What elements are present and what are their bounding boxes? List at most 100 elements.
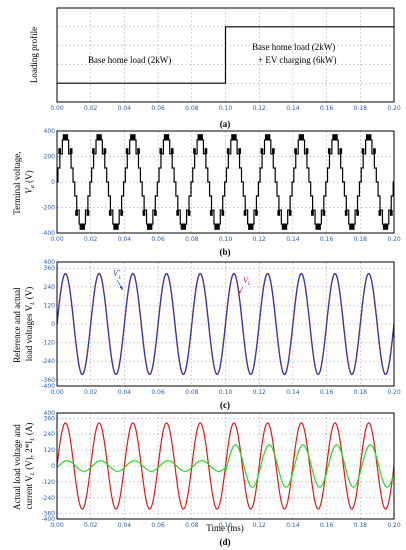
pwm-band [226, 148, 230, 154]
pwm-band [137, 148, 140, 154]
x-axis-label-d: Time (ms) [206, 523, 243, 533]
x-tick-label: 0.00 [50, 105, 64, 112]
pwm-band [108, 210, 112, 216]
panel-label-b: (b) [220, 247, 231, 257]
pwm-band [389, 210, 393, 216]
pwm-band [62, 134, 69, 140]
y-tick-label: -240 [41, 495, 55, 502]
x-tick-label: 0.00 [50, 522, 64, 529]
x-axis-a: 0.00 0.02 0.04 0.06 0.08 0.10 0.12 0.14 0.16 0.18… [50, 105, 401, 112]
pwm-band [92, 148, 95, 154]
pwm-band [159, 148, 163, 154]
pwm-band [187, 210, 191, 216]
x-tick-label: 0.08 [185, 105, 199, 112]
y-axis-label-c-line1: Reference and actual [12, 287, 22, 363]
x-tick-label: 0.06 [151, 105, 165, 112]
x-tick-label: 0.20 [387, 236, 401, 243]
y-tick-label: 360 [44, 415, 56, 422]
y-tick-label: -360 [41, 377, 55, 384]
x-tick-label: 0.12 [253, 389, 267, 396]
y-axis-label-d: Actual load voltage and current VL (V), … [12, 422, 36, 510]
pwm-band [209, 210, 213, 216]
annotation-base-load-ev-1: Base home load (2kW) [252, 42, 335, 52]
pwm-band [204, 148, 208, 154]
series-d [56, 422, 395, 510]
terminal-voltage-line [57, 139, 394, 225]
pwm-band [281, 224, 288, 230]
pwm-band [315, 224, 321, 230]
y-tick-label: 120 [44, 302, 56, 309]
pwm-band [86, 210, 90, 216]
x-tick-label: 0.06 [151, 522, 165, 529]
annotation-base-load-ev-2: + EV charging (6kW) [258, 55, 336, 65]
panel-label-c: (c) [220, 400, 230, 410]
pwm-band [193, 148, 196, 154]
y-tick-label: 360 [44, 265, 56, 272]
x-tick-label: 0.16 [320, 522, 334, 529]
y-tick-label: 200 [44, 154, 56, 161]
panel-b: 0.00 0.02 0.04 0.06 0.08 0.10 0.12 0.14 0.16 0.18… [12, 128, 401, 257]
pwm-band [113, 224, 119, 230]
x-tick-label: 0.00 [50, 236, 64, 243]
pwm-band [243, 210, 247, 216]
pwm-band [382, 224, 389, 230]
annotation-base-load: Base home load (2kW) [88, 55, 171, 65]
x-tick-label: 0.14 [286, 522, 300, 529]
x-tick-label: 0.10 [219, 522, 233, 529]
y-tick-label: 0 [51, 463, 55, 470]
x-tick-label: 0.20 [387, 105, 401, 112]
y-tick-label: -360 [41, 511, 55, 518]
pwm-band [176, 210, 179, 216]
x-tick-label: 0.04 [118, 389, 132, 396]
pwm-band [322, 210, 326, 216]
plot-frame-b [56, 130, 395, 234]
pwm-band [298, 134, 305, 140]
pwm-band [221, 210, 225, 216]
y-tick-label: 0 [51, 179, 55, 186]
x-axis-c: 0.00 0.02 0.04 0.06 0.08 0.10 0.12 0.14 0.16 0.18… [50, 389, 401, 396]
y-tick-label: 400 [44, 128, 56, 135]
x-tick-label: 0.02 [84, 522, 98, 529]
load-voltage-line [56, 422, 395, 510]
load-profile-line [57, 26, 394, 84]
x-tick-label: 0.10 [219, 389, 233, 396]
y-tick-label: -400 [41, 230, 55, 237]
pwm-band [120, 210, 124, 216]
x-tick-label: 0.12 [253, 105, 267, 112]
x-tick-label: 0.18 [354, 522, 368, 529]
x-tick-label: 0.02 [84, 105, 98, 112]
y-tick-label: -120 [41, 479, 55, 486]
x-tick-label: 0.12 [253, 236, 267, 243]
y-axis-label-d-line1: Actual load voltage and [12, 424, 22, 510]
x-tick-label: 0.06 [151, 236, 165, 243]
pwm-band [197, 134, 203, 140]
pwm-band [170, 148, 174, 154]
plot-frame-d [56, 412, 395, 520]
pwm-band [305, 148, 309, 154]
pwm-band [339, 148, 343, 154]
panel-c: 0.00 0.02 0.04 0.06 0.08 0.10 0.12 0.14 0.16 0.18… [12, 259, 401, 410]
pwm-band [154, 210, 157, 216]
series-c [56, 272, 395, 376]
pwm-band [180, 224, 187, 230]
label-vref: V* L [113, 269, 121, 281]
pwm-band [103, 148, 107, 154]
y-tick-label: -200 [41, 205, 55, 212]
y-axis-label-b-line2: Va (V) [24, 170, 36, 193]
x-tick-label: 0.14 [286, 389, 300, 396]
pwm-band [75, 210, 78, 216]
x-tick-label: 0.10 [219, 105, 233, 112]
panel-label-a: (a) [220, 119, 231, 129]
x-tick-label: 0.12 [253, 522, 267, 529]
x-tick-label: 0.18 [354, 389, 368, 396]
x-axis-d: 0.00 0.02 0.04 0.06 0.08 0.10 0.12 0.14 0.16 0.18… [50, 522, 401, 529]
plot-frame-a [56, 7, 395, 103]
x-tick-label: 0.16 [320, 105, 334, 112]
pwm-band [356, 210, 359, 216]
x-tick-label: 0.02 [84, 236, 98, 243]
y-tick-label: 240 [44, 284, 56, 291]
x-axis-b: 0.00 0.02 0.04 0.06 0.08 0.10 0.12 0.14 0.16 0.18… [50, 236, 401, 243]
panel-d: 0.00 0.02 0.04 0.06 0.08 0.10 0.12 0.14 0.16 0.18… [12, 410, 401, 547]
pwm-band [294, 148, 297, 154]
